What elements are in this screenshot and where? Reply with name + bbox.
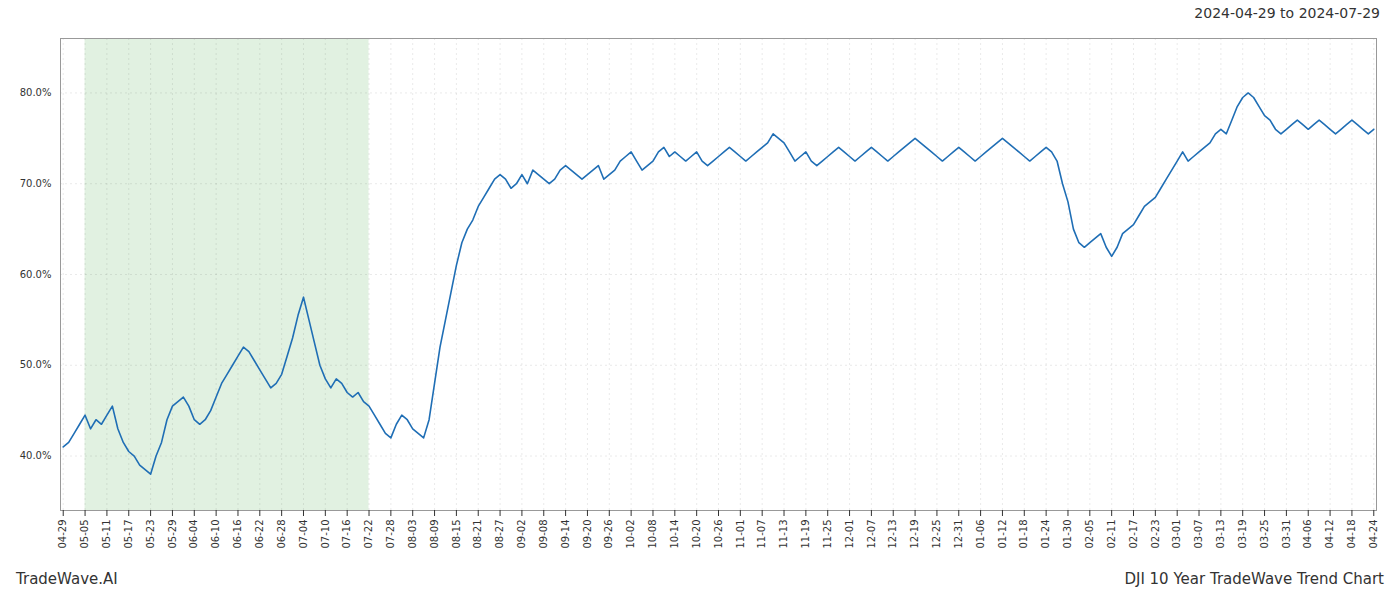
html-text:2024-04-29 to 2024-07-29: 2024-04-29 to 2024-07-29 [1194, 5, 1380, 21]
svg-text:10-20: 10-20 [691, 520, 702, 549]
svg-text:06-04: 06-04 [188, 520, 199, 549]
svg-text:12-25: 12-25 [931, 520, 942, 549]
svg-text:12-13: 12-13 [887, 520, 898, 549]
svg-text:02-23: 02-23 [1150, 520, 1161, 549]
svg-text:01-12: 01-12 [997, 520, 1008, 549]
svg-text:04-12: 04-12 [1324, 520, 1335, 549]
svg-text:03-25: 03-25 [1259, 520, 1270, 549]
svg-text:04-06: 04-06 [1302, 520, 1313, 549]
svg-text:11-25: 11-25 [822, 520, 833, 549]
svg-text:11-01: 11-01 [735, 520, 746, 549]
svg-text:05-29: 05-29 [167, 520, 178, 549]
svg-text:06-22: 06-22 [254, 520, 265, 549]
svg-text:09-20: 09-20 [582, 520, 593, 549]
svg-text:10-02: 10-02 [625, 520, 636, 549]
svg-text:03-13: 03-13 [1215, 520, 1226, 549]
svg-text:11-19: 11-19 [800, 520, 811, 549]
svg-text:05-11: 05-11 [101, 520, 112, 549]
html-text:DJI 10 Year TradeWave Trend Ch: DJI 10 Year TradeWave Trend Chart [1124, 570, 1384, 588]
svg-text:04-24: 04-24 [1368, 520, 1379, 549]
svg-text:02-05: 02-05 [1084, 520, 1095, 549]
svg-text:08-03: 08-03 [407, 520, 418, 549]
svg-text:12-01: 12-01 [844, 520, 855, 549]
svg-text:07-22: 07-22 [363, 520, 374, 549]
svg-text:12-31: 12-31 [953, 520, 964, 549]
svg-text:80.0%: 80.0% [20, 87, 52, 98]
svg-text:01-30: 01-30 [1062, 520, 1073, 549]
svg-text:01-18: 01-18 [1018, 520, 1029, 549]
svg-text:09-14: 09-14 [560, 520, 571, 549]
svg-text:12-07: 12-07 [866, 520, 877, 549]
svg-text:02-11: 02-11 [1106, 520, 1117, 549]
svg-text:09-08: 09-08 [538, 520, 549, 549]
svg-text:07-10: 07-10 [320, 520, 331, 549]
svg-text:03-07: 03-07 [1193, 520, 1204, 549]
svg-text:06-10: 06-10 [210, 520, 221, 549]
svg-text:10-14: 10-14 [669, 520, 680, 549]
svg-text:03-31: 03-31 [1281, 520, 1292, 549]
svg-text:06-16: 06-16 [232, 520, 243, 549]
svg-text:09-26: 09-26 [603, 520, 614, 549]
svg-text:08-09: 08-09 [429, 520, 440, 549]
svg-text:11-13: 11-13 [778, 520, 789, 549]
svg-text:50.0%: 50.0% [20, 359, 52, 370]
html-text:TradeWave.AI: TradeWave.AI [16, 570, 118, 588]
svg-text:05-23: 05-23 [145, 520, 156, 549]
svg-text:08-21: 08-21 [472, 520, 483, 549]
svg-text:12-19: 12-19 [909, 520, 920, 549]
svg-text:08-27: 08-27 [494, 520, 505, 549]
svg-text:04-29: 04-29 [57, 520, 68, 549]
svg-text:05-17: 05-17 [123, 520, 134, 549]
svg-text:08-15: 08-15 [451, 520, 462, 549]
svg-text:05-05: 05-05 [79, 520, 90, 549]
svg-text:09-02: 09-02 [516, 520, 527, 549]
svg-text:01-06: 01-06 [975, 520, 986, 549]
svg-text:03-19: 03-19 [1237, 520, 1248, 549]
svg-text:07-16: 07-16 [341, 520, 352, 549]
svg-text:60.0%: 60.0% [20, 269, 52, 280]
svg-text:10-08: 10-08 [647, 520, 658, 549]
svg-text:01-24: 01-24 [1040, 520, 1051, 549]
svg-text:40.0%: 40.0% [20, 450, 52, 461]
svg-text:04-18: 04-18 [1346, 520, 1357, 549]
svg-text:06-28: 06-28 [276, 520, 287, 549]
svg-text:70.0%: 70.0% [20, 178, 52, 189]
svg-text:02-17: 02-17 [1128, 520, 1139, 549]
svg-text:11-07: 11-07 [756, 520, 767, 549]
svg-text:07-28: 07-28 [385, 520, 396, 549]
svg-text:07-04: 07-04 [298, 520, 309, 549]
svg-text:10-26: 10-26 [713, 520, 724, 549]
svg-text:03-01: 03-01 [1171, 520, 1182, 549]
